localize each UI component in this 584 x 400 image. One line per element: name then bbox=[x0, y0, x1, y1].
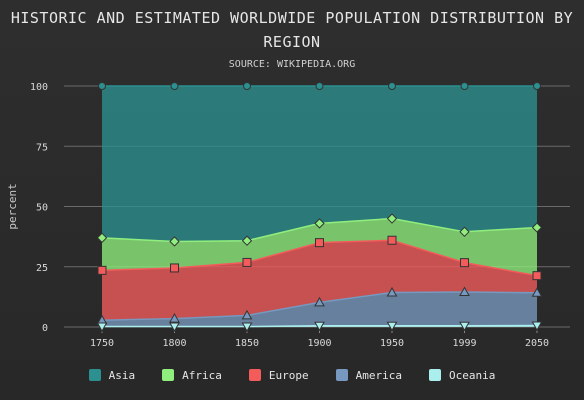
data-point-america[interactable] bbox=[459, 286, 470, 297]
data-point-europe[interactable] bbox=[532, 271, 542, 281]
legend-swatch bbox=[162, 369, 175, 381]
data-point-oceania[interactable] bbox=[386, 321, 398, 332]
data-point-america[interactable] bbox=[386, 287, 398, 297]
data-point-asia[interactable] bbox=[170, 82, 179, 90]
data-point-america[interactable] bbox=[531, 287, 543, 297]
x-tick-label: 1750 bbox=[90, 338, 114, 349]
data-point-africa[interactable] bbox=[531, 222, 543, 233]
data-point-europe[interactable] bbox=[315, 238, 324, 248]
data-point-asia[interactable] bbox=[388, 82, 396, 90]
x-tick-label: 1950 bbox=[380, 338, 404, 349]
data-point-africa[interactable] bbox=[314, 218, 325, 229]
x-tick-label: 1800 bbox=[162, 338, 186, 349]
legend-item-asia[interactable]: Asia bbox=[88, 365, 136, 385]
area-america bbox=[102, 292, 537, 327]
data-point-oceania[interactable] bbox=[96, 322, 108, 333]
y-tick-label: 50 bbox=[36, 203, 48, 214]
data-point-africa[interactable] bbox=[241, 235, 253, 246]
legend-label: Europe bbox=[268, 368, 309, 382]
legend-swatch bbox=[248, 369, 261, 381]
data-point-america[interactable] bbox=[241, 309, 253, 320]
y-tick-label: 25 bbox=[36, 263, 48, 274]
data-point-europe[interactable] bbox=[387, 235, 397, 245]
x-tick-label: 1999 bbox=[452, 338, 476, 349]
data-point-asia[interactable] bbox=[315, 82, 324, 90]
data-point-asia[interactable] bbox=[533, 82, 541, 90]
legend-swatch bbox=[335, 369, 348, 381]
data-point-europe[interactable] bbox=[242, 257, 252, 267]
data-point-asia[interactable] bbox=[98, 82, 106, 90]
data-point-oceania[interactable] bbox=[241, 322, 253, 333]
legend-swatch bbox=[88, 369, 101, 381]
data-point-africa[interactable] bbox=[169, 236, 180, 247]
y-tick-label: 75 bbox=[36, 142, 48, 153]
x-tick-label: 1900 bbox=[307, 338, 331, 349]
legend-item-america[interactable]: America bbox=[335, 365, 402, 385]
x-tick-label: 1850 bbox=[235, 338, 259, 349]
y-tick-label: 100 bbox=[30, 82, 48, 93]
data-point-america[interactable] bbox=[169, 313, 180, 323]
legend-label: Asia bbox=[108, 368, 136, 382]
data-point-africa[interactable] bbox=[459, 226, 470, 238]
chart-title: HISTORIC AND ESTIMATED WORLDWIDE POPULAT… bbox=[10, 9, 574, 51]
chart-subtitle: SOURCE: WIKIPEDIA.ORG bbox=[228, 59, 356, 70]
data-point-america[interactable] bbox=[314, 296, 325, 307]
data-point-europe[interactable] bbox=[460, 258, 469, 268]
area-africa bbox=[102, 218, 537, 276]
legend-item-africa[interactable]: Africa bbox=[162, 365, 222, 385]
data-point-oceania[interactable] bbox=[314, 321, 325, 332]
legend-label: Africa bbox=[182, 368, 222, 382]
data-point-europe[interactable] bbox=[170, 263, 179, 273]
data-point-oceania[interactable] bbox=[459, 321, 470, 332]
data-point-oceania[interactable] bbox=[531, 321, 543, 332]
data-point-europe[interactable] bbox=[97, 265, 107, 275]
x-tick-label: 2050 bbox=[525, 338, 549, 349]
legend-label: Oceania bbox=[449, 368, 496, 382]
legend-item-europe[interactable]: Europe bbox=[248, 365, 309, 385]
legend-item-oceania[interactable]: Oceania bbox=[429, 365, 495, 385]
data-point-africa[interactable] bbox=[96, 232, 108, 244]
legend-swatch bbox=[429, 369, 441, 381]
y-tick-label: 0 bbox=[42, 323, 48, 334]
area-asia bbox=[102, 86, 537, 242]
data-point-asia[interactable] bbox=[460, 82, 469, 90]
legend-label: America bbox=[355, 368, 402, 382]
y-axis-title: percent bbox=[6, 183, 19, 229]
data-point-africa[interactable] bbox=[386, 213, 398, 224]
chart-legend: Asia Africa Europe America Oceania bbox=[0, 365, 584, 385]
data-point-asia[interactable] bbox=[243, 82, 251, 90]
data-point-oceania[interactable] bbox=[169, 322, 180, 333]
area-europe bbox=[102, 240, 537, 321]
